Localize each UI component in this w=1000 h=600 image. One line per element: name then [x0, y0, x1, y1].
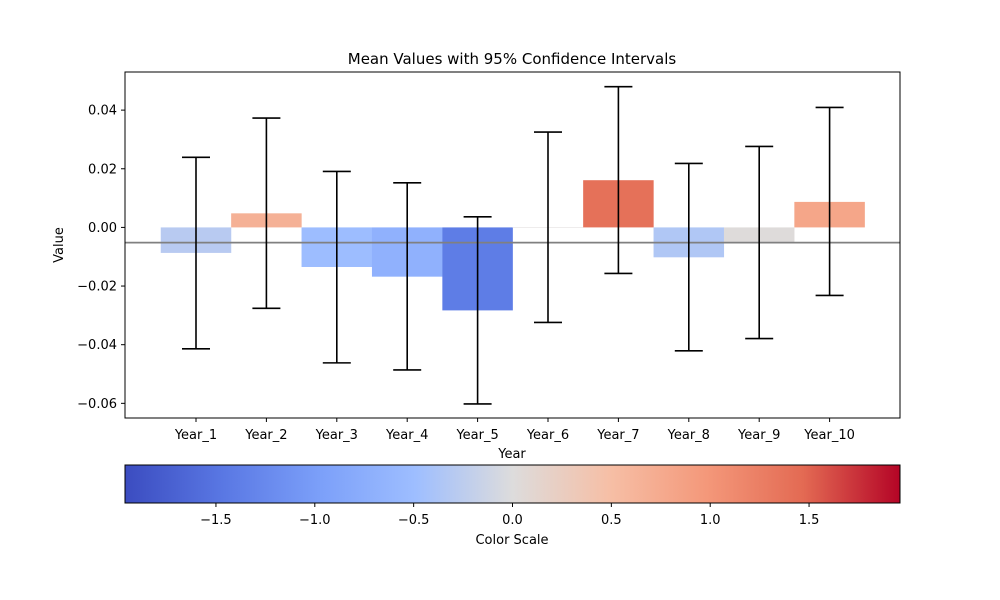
error-bar — [604, 85, 633, 275]
y-tick-label: −0.02 — [77, 280, 117, 295]
x-axis-label: Year — [497, 447, 526, 462]
error-bar — [534, 131, 562, 324]
y-tick-label: 0.00 — [88, 221, 117, 236]
plot-frame — [124, 71, 901, 419]
x-tick-label: Year_6 — [526, 428, 569, 443]
colorbar-tick-label: 0.5 — [601, 513, 622, 528]
error-bar — [674, 162, 703, 352]
colorbar-tick-label: −1.0 — [299, 513, 331, 528]
y-axis-label: Value — [52, 227, 67, 263]
y-tick-label: 0.02 — [88, 162, 117, 177]
x-tick-label: Year_2 — [244, 428, 287, 443]
error-bar — [252, 117, 281, 310]
plot-area — [125, 85, 900, 405]
x-tick-label: Year_7 — [596, 428, 639, 443]
x-axis: Year_1 Year_2 Year_3 Year_4 Year_5 Year_6 Year… — [174, 418, 855, 443]
colorbar-axis: −1.5 −1.0 −0.5 0.0 0.5 1.0 1.5 — [200, 503, 819, 528]
x-tick-label: Year_9 — [737, 428, 780, 443]
x-tick-label: Year_10 — [803, 428, 855, 443]
colorbar-tick-label: −0.5 — [398, 513, 430, 528]
colorbar-tick-label: −1.5 — [200, 513, 232, 528]
chart-title: Mean Values with 95% Confidence Interval… — [348, 50, 677, 68]
x-tick-label: Year_4 — [385, 428, 428, 443]
y-tick-label: 0.04 — [88, 104, 117, 119]
colorbar-label: Color Scale — [475, 533, 548, 548]
x-tick-label: Year_1 — [174, 428, 217, 443]
y-tick-label: −0.04 — [77, 338, 117, 353]
x-tick-label: Year_3 — [315, 428, 358, 443]
colorbar-tick-label: 1.0 — [700, 513, 721, 528]
colorbar-tick-label: 0.0 — [502, 513, 523, 528]
y-tick-label: −0.06 — [77, 397, 117, 412]
error-bar — [463, 216, 492, 405]
colorbar-tick-label: 1.5 — [799, 513, 820, 528]
error-bar — [322, 170, 351, 364]
error-bar — [745, 145, 774, 340]
y-axis: −0.06 −0.04 −0.02 0.00 0.02 0.04 — [77, 104, 125, 412]
error-bar — [393, 182, 422, 371]
colorbar — [124, 464, 901, 504]
x-tick-label: Year_5 — [455, 428, 498, 443]
x-tick-label: Year_8 — [667, 428, 710, 443]
error-bar — [182, 156, 210, 350]
error-bar — [815, 106, 844, 297]
